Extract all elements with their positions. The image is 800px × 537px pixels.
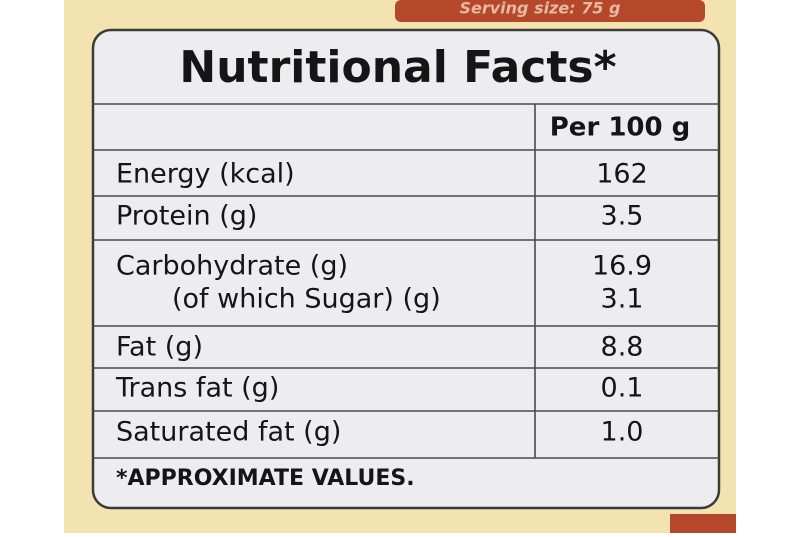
nutrient-label: Saturated fat (g): [116, 417, 341, 448]
nutrient-label: Carbohydrate (g): [116, 251, 348, 282]
nutrient-label: Energy (kcal): [116, 159, 295, 190]
title: Nutritional Facts*: [179, 42, 616, 93]
nutrient-value: 3.5: [601, 201, 644, 232]
nutrient-value: 8.8: [601, 332, 644, 363]
nutrient-value: 16.9: [592, 251, 652, 282]
bottom-banner: [670, 514, 736, 533]
column-header: Per 100 g: [550, 113, 691, 143]
footnote: *APPROXIMATE VALUES.: [116, 466, 415, 491]
nutrient-sub-label: (of which Sugar) (g): [172, 284, 441, 315]
nutrient-value: 162: [596, 159, 648, 190]
nutrient-label: Protein (g): [116, 201, 257, 232]
serving-banner: [395, 0, 705, 22]
nutrient-value: 3.1: [601, 284, 644, 315]
nutrient-value: 1.0: [601, 417, 644, 448]
nutrient-label: Trans fat (g): [115, 373, 279, 404]
nutrient-label: Fat (g): [116, 332, 203, 363]
serving-size: Serving size: 75 g: [459, 0, 620, 18]
nutrient-value: 0.1: [601, 373, 644, 404]
